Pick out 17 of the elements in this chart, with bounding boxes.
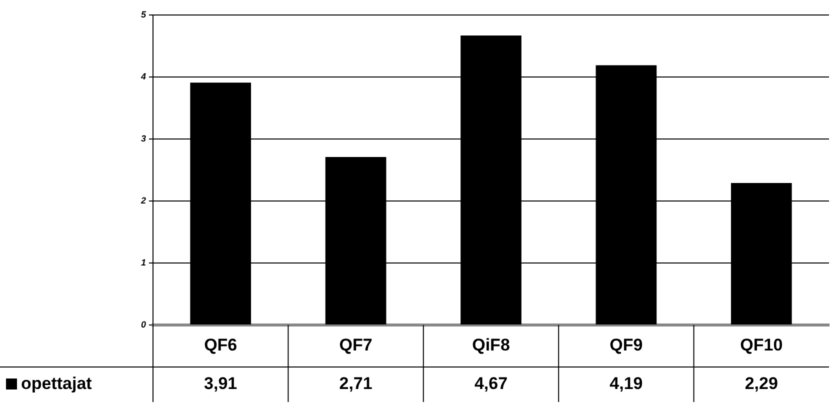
y-tick-label: 3 <box>140 133 146 144</box>
data-label: 2,29 <box>744 374 778 394</box>
data-label: 2,71 <box>339 374 372 394</box>
data-label: 4,19 <box>610 374 643 394</box>
x-tick-label: QF7 <box>339 336 372 355</box>
legend-label: opettajat <box>21 374 92 394</box>
y-tick-label: 4 <box>140 71 146 82</box>
y-tick-label: 2 <box>140 195 146 206</box>
data-label: 3,91 <box>204 374 238 394</box>
y-tick-label: 0 <box>140 319 146 330</box>
y-tick-label: 5 <box>140 9 147 20</box>
x-tick-label: QF9 <box>610 336 643 355</box>
y-tick-label: 1 <box>140 257 146 268</box>
x-tick-label: QF10 <box>740 336 783 355</box>
x-tick-label: QF6 <box>204 336 238 355</box>
x-tick-label: QiF8 <box>472 336 510 355</box>
data-label: 4,67 <box>474 374 508 394</box>
